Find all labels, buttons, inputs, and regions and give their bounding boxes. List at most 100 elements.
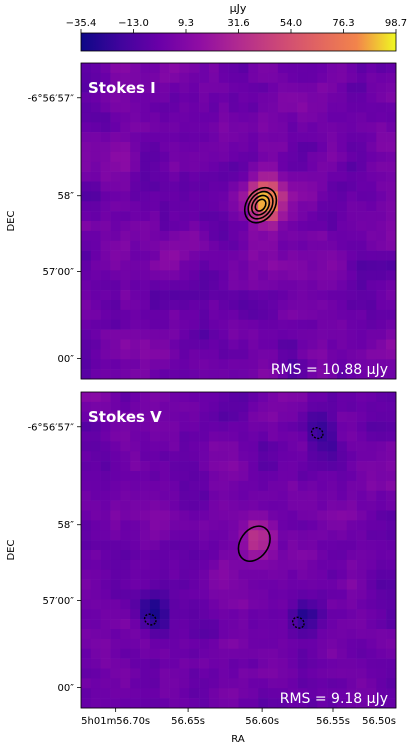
- heatmap-pixel: [277, 112, 289, 123]
- heatmap-pixel: [110, 270, 121, 281]
- heatmap-pixel: [81, 72, 92, 84]
- heatmap-pixel: [208, 480, 220, 492]
- heatmap-pixel: [386, 319, 397, 330]
- heatmap-pixel: [268, 520, 279, 531]
- y-tick-label: -6°56′57″: [28, 422, 75, 433]
- heatmap-pixel: [346, 461, 357, 472]
- heatmap-pixel: [199, 599, 210, 610]
- heatmap-pixel: [287, 510, 298, 521]
- heatmap-pixel: [149, 300, 161, 311]
- heatmap-pixel: [248, 678, 259, 689]
- heatmap-pixel: [258, 349, 269, 360]
- heatmap-pixel: [297, 339, 308, 350]
- heatmap-pixel: [346, 609, 357, 620]
- heatmap-pixel: [376, 132, 387, 143]
- heatmap-pixel: [120, 270, 131, 281]
- heatmap-pixel: [336, 300, 348, 311]
- heatmap-pixel: [149, 530, 161, 541]
- heatmap-pixel: [317, 678, 328, 689]
- heatmap-pixel: [90, 329, 101, 340]
- heatmap-pixel: [228, 490, 239, 501]
- heatmap-pixel: [149, 142, 161, 153]
- heatmap-pixel: [189, 349, 200, 360]
- heatmap-pixel: [376, 211, 387, 222]
- heatmap-pixel: [287, 161, 298, 172]
- heatmap-pixel: [218, 280, 229, 291]
- heatmap-pixel: [248, 260, 259, 271]
- heatmap-pixel: [120, 668, 131, 679]
- heatmap-pixel: [327, 181, 338, 192]
- heatmap-pixel: [258, 191, 269, 202]
- heatmap-pixel: [208, 230, 220, 242]
- heatmap-pixel: [297, 648, 308, 659]
- heatmap-pixel: [248, 132, 259, 143]
- heatmap-pixel: [287, 629, 298, 640]
- heatmap-pixel: [277, 520, 289, 531]
- heatmap-pixel: [100, 510, 111, 521]
- heatmap-pixel: [327, 270, 338, 281]
- source-contours: [243, 186, 278, 224]
- heatmap-pixel: [189, 290, 200, 301]
- heatmap-pixel: [297, 309, 308, 321]
- heatmap-pixel: [356, 638, 367, 650]
- heatmap-pixel: [228, 290, 239, 301]
- heatmap-pixel: [110, 461, 121, 472]
- heatmap-pixel: [208, 122, 220, 133]
- heatmap-pixel: [376, 471, 387, 482]
- heatmap-pixel: [327, 102, 338, 113]
- heatmap-pixel: [100, 250, 111, 261]
- y-tick-label: 00″: [58, 683, 75, 694]
- heatmap-pixel: [327, 411, 338, 422]
- heatmap-pixel: [307, 82, 318, 93]
- heatmap-pixel: [287, 530, 298, 541]
- heatmap-pixel: [366, 300, 377, 311]
- heatmap-pixel: [258, 500, 269, 511]
- heatmap-pixel: [110, 300, 121, 311]
- heatmap-pixel: [248, 658, 259, 669]
- heatmap-pixel: [248, 550, 259, 561]
- x-tick-label: 56.50s: [362, 716, 396, 727]
- heatmap-pixel: [90, 589, 101, 600]
- heatmap-pixel: [120, 300, 131, 311]
- heatmap-pixel: [81, 698, 92, 709]
- heatmap-pixel: [287, 319, 298, 330]
- heatmap-pixel: [120, 579, 131, 590]
- heatmap-pixel: [248, 369, 259, 380]
- heatmap-pixel: [297, 221, 308, 232]
- heatmap-pixel: [307, 540, 318, 551]
- colorbar-tick-label: 76.3: [332, 18, 354, 29]
- heatmap-pixel: [120, 431, 131, 442]
- heatmap-pixel: [307, 290, 318, 301]
- heatmap-pixel: [346, 480, 357, 492]
- heatmap-pixel: [90, 569, 101, 580]
- heatmap-pixel: [376, 599, 387, 610]
- heatmap-pixel: [346, 401, 357, 413]
- heatmap-pixel: [317, 480, 328, 492]
- heatmap-pixel: [130, 559, 141, 571]
- heatmap-pixel: [277, 559, 289, 571]
- heatmap-pixel: [317, 698, 328, 709]
- heatmap-pixel: [228, 230, 239, 242]
- heatmap-pixel: [100, 688, 111, 699]
- heatmap-pixel: [248, 451, 259, 462]
- heatmap-pixel: [268, 569, 279, 580]
- heatmap-pixel: [268, 260, 279, 271]
- heatmap-pixel: [258, 319, 269, 330]
- heatmap-pixel: [208, 201, 220, 212]
- heatmap-pixel: [169, 431, 180, 442]
- heatmap-pixel: [248, 270, 259, 281]
- heatmap-pixel: [189, 480, 200, 492]
- heatmap-pixel: [238, 201, 249, 212]
- heatmap-pixel: [100, 520, 111, 531]
- heatmap-pixel: [297, 629, 308, 640]
- panel-stokes-i: Stokes I RMS = 10.88 μJy -6°56′57″58″57′…: [6, 62, 397, 380]
- heatmap-pixel: [268, 250, 279, 261]
- heatmap-pixel: [277, 280, 289, 291]
- heatmap-pixel: [228, 401, 239, 413]
- heatmap-pixel: [90, 132, 101, 143]
- heatmap-pixel: [149, 480, 161, 492]
- heatmap-pixel: [130, 441, 141, 452]
- heatmap-pixel: [366, 63, 377, 74]
- heatmap-pixel: [179, 319, 190, 330]
- heatmap-pixel: [149, 520, 161, 531]
